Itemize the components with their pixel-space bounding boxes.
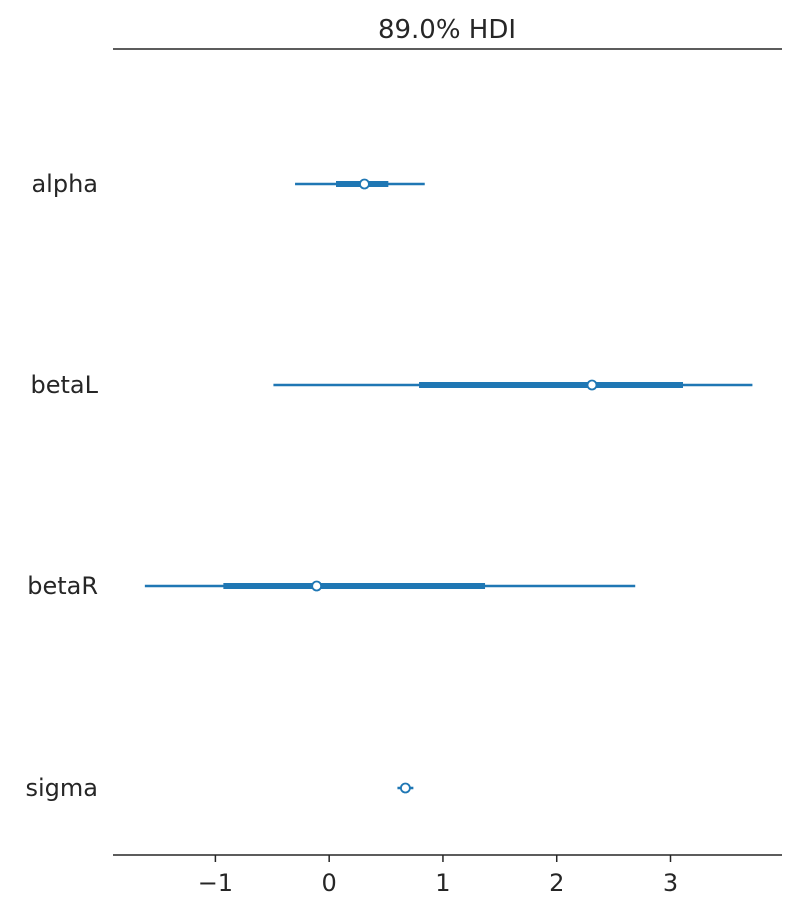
x-tick-label: 3	[663, 869, 678, 897]
chart-title: 89.0% HDI	[378, 15, 516, 45]
variable-label-betaR: betaR	[27, 572, 98, 600]
mean-point-alpha	[359, 178, 370, 190]
variable-label-sigma: sigma	[26, 774, 99, 802]
hdi-marks	[144, 178, 753, 794]
x-tick-label: 0	[322, 869, 337, 897]
x-axis-ticks: −1 0 1 2 3	[198, 855, 678, 897]
variable-label-alpha: alpha	[31, 170, 98, 198]
mean-point-betaL	[586, 379, 598, 391]
mean-point-sigma	[400, 782, 411, 794]
x-tick-label: 1	[435, 869, 450, 897]
variable-labels: alpha betaL betaR sigma	[26, 170, 99, 802]
x-tick-label: 2	[549, 869, 564, 897]
x-tick-label: −1	[198, 869, 233, 897]
variable-label-betaL: betaL	[31, 371, 99, 399]
mean-point-betaR	[311, 580, 323, 592]
